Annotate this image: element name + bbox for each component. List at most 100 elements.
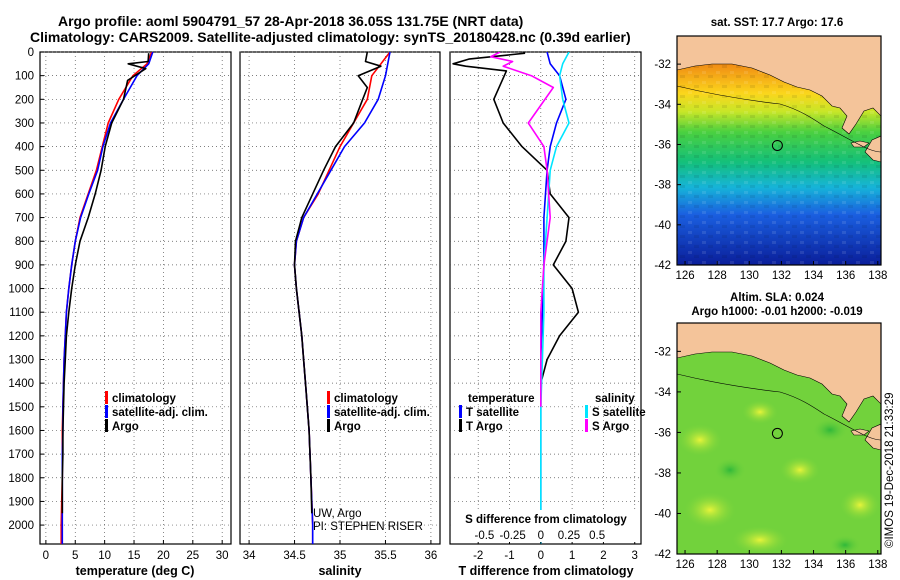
depth-tick-label: 0: [28, 47, 34, 59]
x-tick-label: 0: [43, 550, 49, 562]
lon-tick-label: 126: [675, 559, 694, 571]
legend-satellite-label: satellite-adj. clim.: [112, 407, 208, 419]
difference-plot-frame: [449, 51, 642, 545]
temperature-panel: 0 5 10 15 20 25 30 0 100 200 300 400 500 600 700 800 90…: [8, 47, 232, 578]
depth-tick-label: 1700: [8, 449, 34, 461]
legend-s-argo-swatch: [585, 419, 588, 432]
sla-map-title: Altim. SLA: 0.024: [730, 292, 825, 304]
lon-tick-label: 134: [804, 270, 824, 282]
depth-tick-label: 1000: [8, 284, 34, 296]
x-tick-label: -1: [504, 550, 514, 562]
s-difference-label: S difference from climatology: [465, 514, 627, 526]
x-tick-label: 35.5: [374, 550, 396, 562]
legend-argo-swatch: [105, 419, 108, 432]
depth-tick-label: 700: [15, 213, 34, 225]
lon-tick-label: 132: [772, 270, 791, 282]
legend-s-argo-label: S Argo: [592, 421, 629, 433]
depth-tick-label: 800: [15, 236, 34, 248]
sst-land-australia: [677, 36, 881, 135]
lon-tick-label: 136: [836, 559, 855, 571]
sst-map-frame: [676, 35, 882, 266]
lon-tick-label: 128: [708, 559, 727, 571]
depth-tick-label: 400: [15, 142, 34, 154]
legend-climatology-label: climatology: [112, 393, 177, 405]
data-source-annotation: UW, Argo: [313, 508, 362, 520]
temperature-legend: climatology satellite-adj. clim. Argo: [105, 391, 208, 433]
x-tick-label: 34.5: [283, 550, 305, 562]
x-tick-label: 1: [569, 550, 575, 562]
sla-land-fleurieu: [864, 423, 881, 451]
depth-tick-label: 1600: [8, 425, 34, 437]
depth-tick-label: 900: [15, 260, 34, 272]
legend-climatology-swatch: [327, 391, 330, 404]
lon-tick-label: 130: [740, 270, 759, 282]
lat-tick-label: -34: [654, 99, 671, 111]
legend-argo-swatch: [327, 419, 330, 432]
depth-tick-label: 1500: [8, 402, 34, 414]
legend-satellite-swatch: [105, 405, 108, 418]
lat-tick-label: -32: [654, 346, 671, 358]
t-difference-xlabel: T difference from climatology: [458, 564, 633, 578]
legend-t-argo-swatch: [459, 419, 462, 432]
depth-tick-label: 2000: [8, 520, 34, 532]
x-tick-label: 0: [538, 550, 544, 562]
legend-s-satellite-swatch: [585, 405, 588, 418]
x-tick-label: 20: [157, 550, 170, 562]
lon-tick-label: 138: [868, 559, 887, 571]
sla-map-subtitle: Argo h1000: -0.01 h2000: -0.019: [691, 306, 862, 318]
s-diff-tick-label: -0.25: [500, 530, 526, 542]
x-tick-label: 10: [98, 550, 111, 562]
depth-tick-label: 300: [15, 118, 34, 130]
x-tick-label: 15: [128, 550, 141, 562]
x-tick-label: 2: [600, 550, 606, 562]
depth-tick-label: 1900: [8, 496, 34, 508]
depth-tick-label: 1400: [8, 378, 34, 390]
temperature-plot-frame: [39, 51, 232, 545]
lon-tick-label: 134: [804, 559, 824, 571]
series-line-s-satellite: [539, 52, 570, 544]
sla-map: Altim. SLA: 0.024 Argo h1000: -0.01 h200…: [654, 292, 887, 571]
lat-tick-label: -42: [654, 260, 671, 272]
pi-annotation: PI: STEPHEN RISER: [313, 521, 423, 533]
sst-map: sat. SST: 17.7 Argo: 17.6 126 128 130 132 13…: [654, 17, 887, 282]
lon-tick-label: 130: [740, 559, 759, 571]
legend-t-satellite-swatch: [459, 405, 462, 418]
difference-legend: temperature T satellite T Argo salinity …: [459, 393, 646, 433]
x-tick-label: 34: [243, 550, 256, 562]
temperature-xlabel: temperature (deg C): [76, 564, 195, 578]
legend-t-satellite-label: T satellite: [466, 407, 519, 419]
salinity-xlabel: salinity: [318, 564, 361, 578]
lat-tick-label: -36: [654, 427, 671, 439]
legend-climatology-label: climatology: [334, 393, 399, 405]
depth-tick-label: 1800: [8, 473, 34, 485]
x-tick-label: 36: [425, 550, 438, 562]
sst-land-fleurieu: [864, 135, 881, 163]
depth-tick-label: 200: [15, 94, 34, 106]
x-tick-label: 30: [216, 550, 229, 562]
sla-argo-marker: [771, 427, 783, 439]
salinity-legend: climatology satellite-adj. clim. Argo: [327, 391, 430, 433]
legend-argo-label: Argo: [334, 421, 361, 433]
lat-tick-label: -36: [654, 139, 671, 151]
lat-tick-label: -34: [654, 387, 671, 399]
salinity-plot-frame: [239, 51, 441, 545]
s-diff-tick-label: -0.5: [475, 530, 495, 542]
sst-map-title: sat. SST: 17.7 Argo: 17.6: [711, 17, 844, 29]
x-tick-label: 5: [72, 550, 78, 562]
difference-panel: -2 -1 0 1 2 3 S difference from climatology -…: [449, 51, 646, 578]
lon-tick-label: 126: [675, 270, 694, 282]
lat-tick-label: -38: [654, 180, 671, 192]
depth-tick-label: 600: [15, 189, 34, 201]
lat-tick-label: -40: [654, 220, 671, 232]
lon-tick-label: 132: [772, 559, 791, 571]
x-tick-label: 35: [334, 550, 347, 562]
figure-title-line1: Argo profile: aoml 5904791_57 28-Apr-201…: [58, 13, 524, 29]
sla-land-australia: [677, 323, 881, 423]
figure-title-line2: Climatology: CARS2009. Satellite-adjuste…: [30, 29, 631, 45]
lat-tick-label: -40: [654, 508, 671, 520]
s-diff-tick-label: 0.25: [558, 530, 580, 542]
legend-argo-label: Argo: [112, 421, 139, 433]
lat-tick-label: -32: [654, 59, 671, 71]
s-difference-ticks: -0.5 -0.25 0 0.25 0.5: [475, 530, 606, 542]
